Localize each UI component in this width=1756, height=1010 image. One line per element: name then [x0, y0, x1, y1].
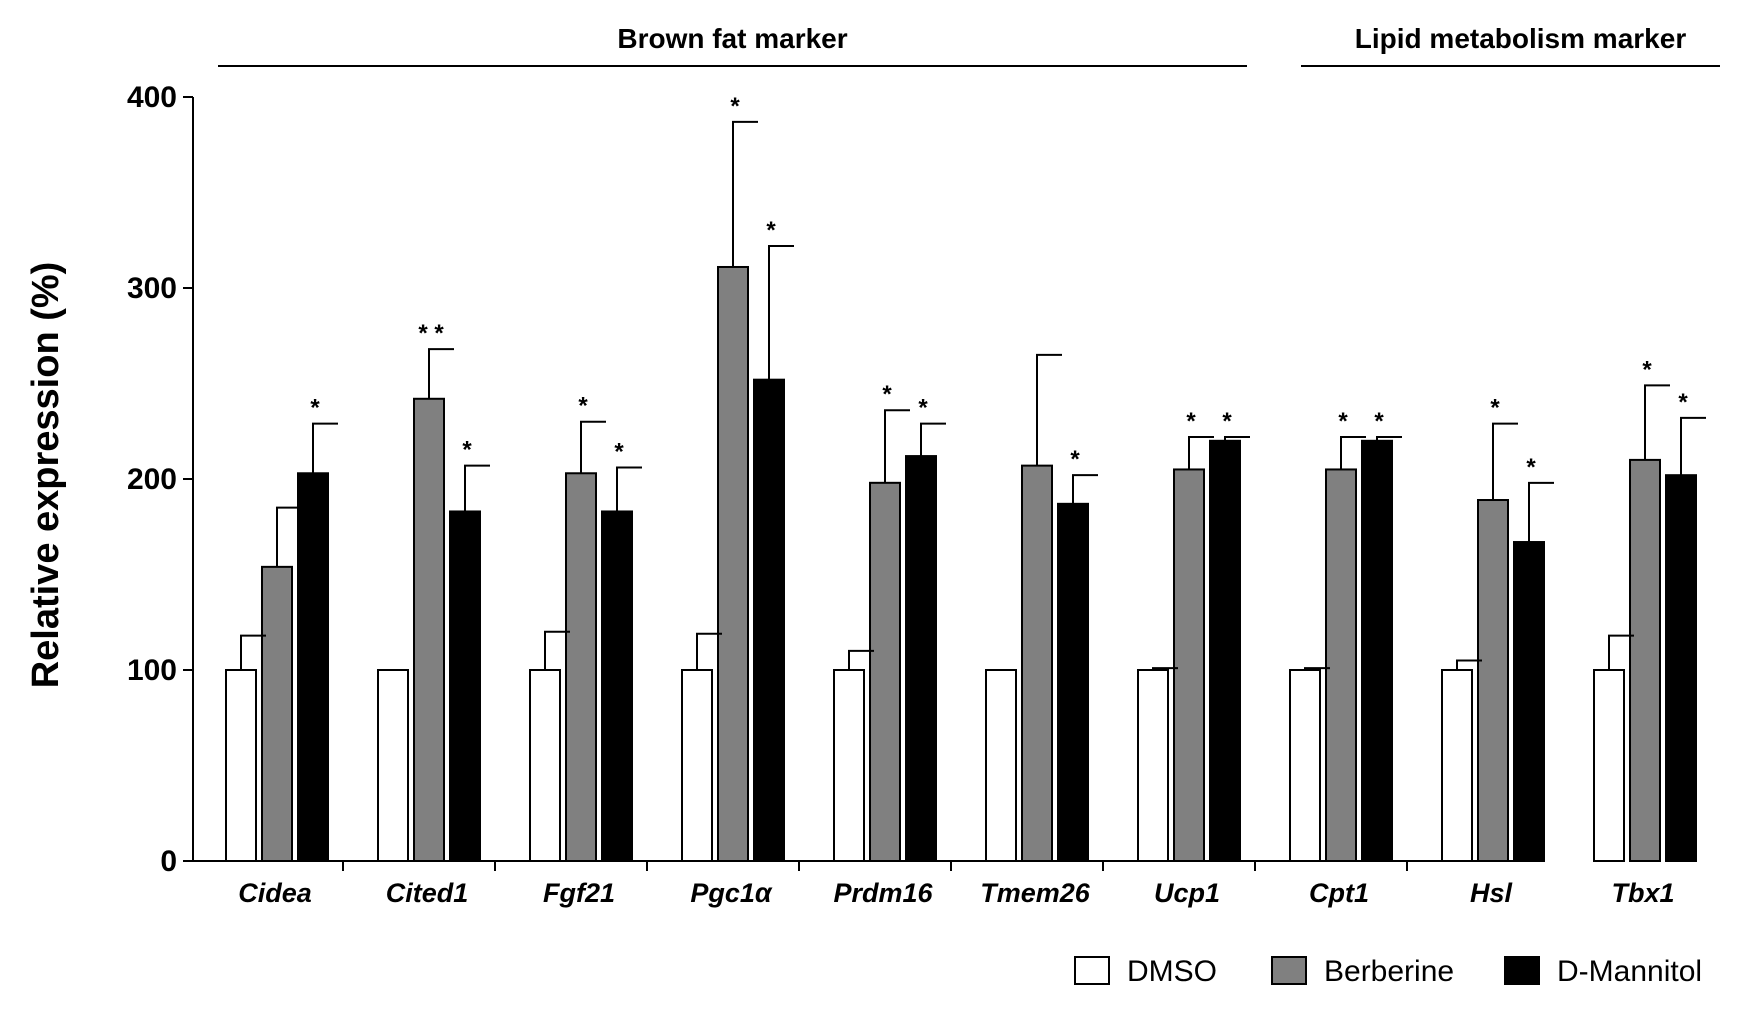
- x-category-label: Hsl: [1470, 878, 1513, 908]
- bar-berberine-4: [869, 481, 901, 862]
- bar-berberine-5: [1021, 464, 1053, 862]
- legend-swatch-dmso: [1074, 956, 1110, 985]
- bar-berberine-8: [1477, 499, 1509, 862]
- bar-d-mannitol-0: [297, 472, 329, 862]
- significance-markers: * * * * * * * * * * * * * * * * * * *: [310, 93, 1688, 481]
- significance-star: *: [918, 395, 928, 422]
- bar-dmso-8: [1441, 669, 1473, 862]
- y-tick-label: 300: [127, 272, 177, 305]
- bar-d-mannitol-4: [905, 455, 937, 862]
- significance-star: *: [614, 439, 624, 466]
- significance-star: * *: [418, 320, 444, 347]
- x-category-label: Tmem26: [980, 878, 1091, 908]
- y-tick-label: 200: [127, 463, 177, 496]
- x-category-label: Cited1: [386, 878, 469, 908]
- bar-dmso-2: [529, 669, 561, 862]
- bar-d-mannitol-9: [1665, 474, 1697, 862]
- group-label: Lipid metabolism marker: [1355, 23, 1687, 54]
- significance-star: *: [730, 93, 740, 120]
- bar-dmso-7: [1289, 669, 1321, 862]
- significance-star: *: [462, 437, 472, 464]
- significance-star: *: [1490, 395, 1500, 422]
- x-category-label: Ucp1: [1154, 878, 1220, 908]
- significance-star: *: [1374, 408, 1384, 435]
- bar-berberine-2: [565, 472, 597, 862]
- bar-berberine-9: [1629, 458, 1661, 862]
- x-category-label: Tbx1: [1611, 878, 1674, 908]
- bars: [225, 265, 1697, 863]
- group-headers: Brown fat marker Lipid metabolism marker: [218, 23, 1720, 67]
- y-tick-label: 0: [160, 845, 177, 878]
- legend-label: Berberine: [1324, 955, 1454, 988]
- bar-d-mannitol-8: [1513, 541, 1545, 863]
- significance-star: *: [882, 381, 892, 408]
- legend-swatch-berberine: [1271, 956, 1307, 985]
- bar-berberine-1: [413, 397, 445, 862]
- bar-dmso-4: [833, 669, 865, 862]
- significance-star: *: [310, 395, 320, 422]
- bar-dmso-5: [985, 669, 1017, 862]
- significance-star: *: [1526, 454, 1536, 481]
- x-category-label: Fgf21: [543, 878, 615, 908]
- legend-label: D-Mannitol: [1557, 955, 1702, 988]
- x-category-label: Prdm16: [833, 878, 933, 908]
- bar-d-mannitol-3: [753, 378, 785, 862]
- legend: DMSO Berberine D-Mannitol: [1074, 955, 1702, 988]
- significance-star: *: [1222, 408, 1232, 435]
- significance-star: *: [766, 217, 776, 244]
- bar-dmso-0: [225, 669, 257, 862]
- bar-dmso-3: [681, 669, 713, 862]
- bar-berberine-7: [1325, 468, 1357, 862]
- bar-d-mannitol-7: [1361, 439, 1393, 862]
- x-category-label: Pgc1α: [690, 878, 773, 908]
- bar-d-mannitol-1: [449, 510, 481, 862]
- bar-berberine-6: [1173, 468, 1205, 862]
- bar-dmso-9: [1593, 669, 1625, 862]
- legend-label: DMSO: [1127, 955, 1217, 988]
- bar-dmso-1: [377, 669, 409, 862]
- legend-swatch-d-mannitol: [1504, 956, 1540, 985]
- significance-star: *: [1338, 408, 1348, 435]
- y-axis-title: Relative expression (%): [25, 262, 67, 689]
- bar-berberine-0: [261, 565, 293, 862]
- significance-star: *: [1678, 389, 1688, 416]
- error-bars: [240, 120, 1706, 670]
- x-category-label: Cidea: [238, 878, 312, 908]
- bar-d-mannitol-2: [601, 510, 633, 862]
- bar-dmso-6: [1137, 669, 1169, 862]
- axes: 0 100 200 300 400: [127, 81, 1525, 878]
- significance-star: *: [1186, 408, 1196, 435]
- bar-berberine-3: [717, 265, 749, 862]
- significance-star: *: [1070, 446, 1080, 473]
- y-tick-label: 400: [127, 81, 177, 114]
- x-category-label: Cpt1: [1309, 878, 1369, 908]
- y-tick-label: 100: [127, 654, 177, 687]
- significance-star: *: [1642, 356, 1652, 383]
- group-label: Brown fat marker: [617, 23, 847, 54]
- bar-d-mannitol-5: [1057, 502, 1089, 862]
- bar-d-mannitol-6: [1209, 439, 1241, 862]
- significance-star: *: [578, 393, 588, 420]
- x-axis-labels: Cidea Cited1 Fgf21 Pgc1α Prdm16 Tmem26 Ucp1 Cpt…: [238, 878, 1674, 908]
